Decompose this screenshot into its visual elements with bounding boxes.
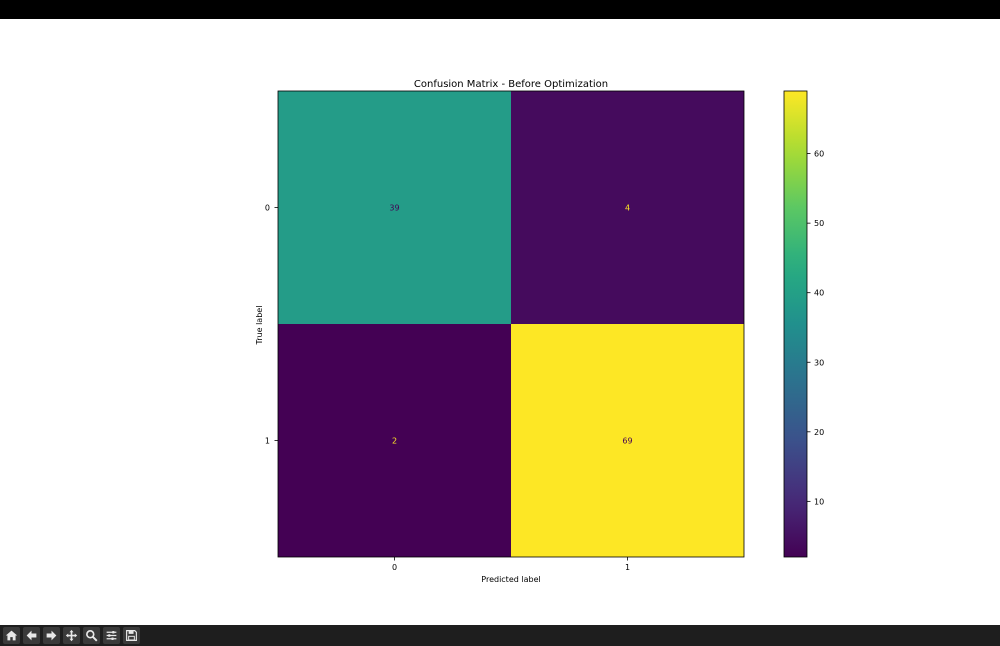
zoom-icon: [86, 630, 98, 642]
cell-value-label: 4: [625, 204, 630, 213]
figure-canvas: Confusion Matrix - Before Optimization P…: [0, 19, 1000, 625]
colorbar-tick-label: 10: [814, 497, 824, 506]
heatmap-cell: [511, 324, 744, 557]
forward-button[interactable]: [43, 627, 60, 644]
confusion-matrix-chart: Confusion Matrix - Before Optimization P…: [255, 79, 824, 584]
pan-button[interactable]: [63, 627, 80, 644]
axes: 0 1 0 1: [265, 90, 745, 572]
heatmap-cell: [278, 324, 511, 557]
navigation-toolbar: [0, 625, 1000, 646]
back-button[interactable]: [23, 627, 40, 644]
window-title-bar: [0, 0, 1000, 19]
colorbar-gradient: [783, 90, 808, 558]
save-button[interactable]: [123, 627, 140, 644]
colorbar-tick-label: 50: [814, 219, 824, 228]
x-tick-label: 0: [392, 563, 397, 572]
colorbar-tick-label: 20: [814, 428, 824, 437]
y-axis-label: True label: [255, 306, 264, 346]
pan-icon: [65, 629, 78, 642]
home-button[interactable]: [3, 627, 20, 644]
heatmap-cell: [511, 91, 744, 324]
axes-frame: [277, 90, 745, 558]
cell-value-label: 2: [392, 437, 397, 446]
x-tick-label: 1: [625, 563, 630, 572]
back-icon: [26, 630, 37, 641]
colorbar-tick-label: 60: [814, 150, 824, 159]
colorbar: 10 20 30 40 50 60: [783, 90, 824, 558]
cell-value-label: 69: [622, 437, 632, 446]
heatmap-cells: 39 4 2 69: [278, 91, 744, 557]
zoom-button[interactable]: [83, 627, 100, 644]
home-icon: [5, 630, 18, 641]
y-tick-label: 0: [265, 204, 270, 213]
cell-value-label: 39: [389, 204, 399, 213]
x-axis-label: Predicted label: [481, 575, 540, 584]
configure-subplots-button[interactable]: [103, 627, 120, 644]
heatmap-cell: [278, 91, 511, 324]
configure-subplots-icon: [106, 631, 117, 640]
save-icon: [126, 630, 137, 641]
y-tick-label: 1: [265, 437, 270, 446]
colorbar-tick-label: 40: [814, 289, 824, 298]
chart-title: Confusion Matrix - Before Optimization: [414, 79, 608, 90]
forward-icon: [46, 630, 57, 641]
colorbar-tick-label: 30: [814, 358, 824, 367]
